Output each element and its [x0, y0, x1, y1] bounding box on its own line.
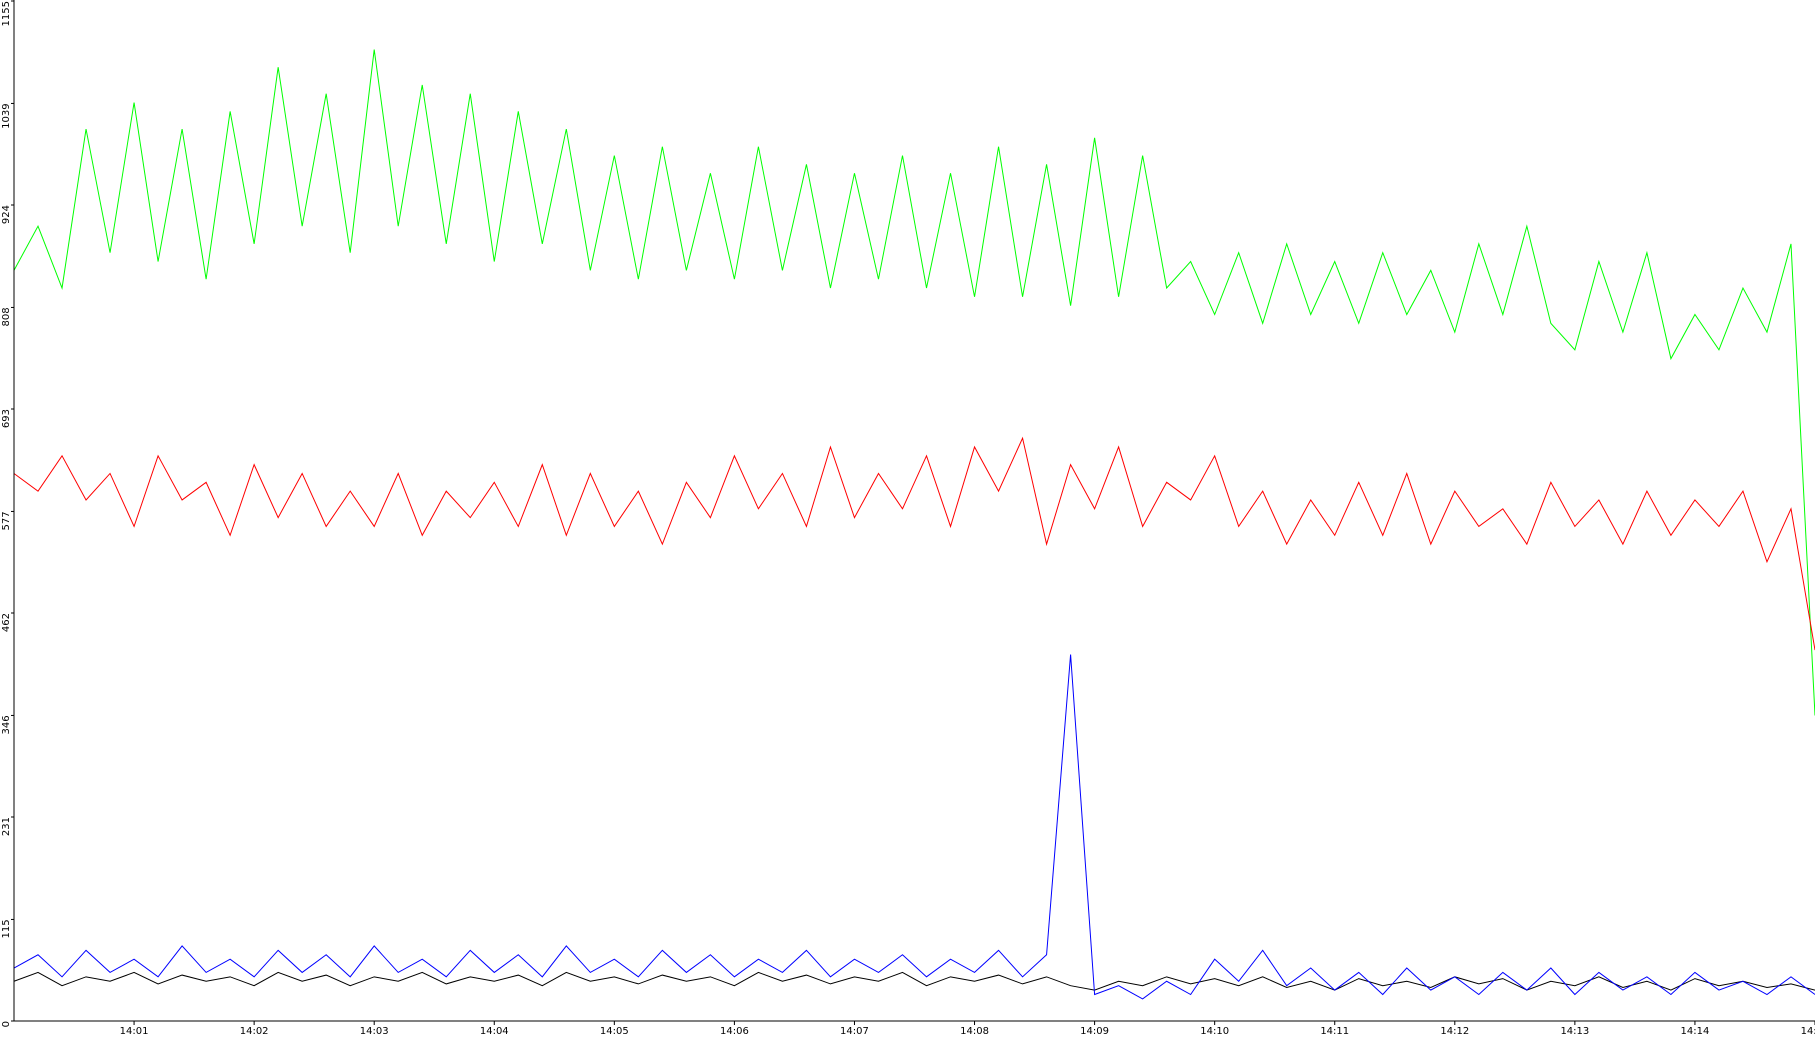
x-tick-label: 14:03: [360, 1026, 389, 1037]
y-tick-label: 0: [1, 1021, 12, 1027]
series-line: [13, 654, 1815, 1000]
x-tick-label: 14:06: [720, 1026, 749, 1037]
series-line: [13, 49, 1815, 716]
y-tick-label: 577: [1, 511, 12, 530]
x-tick-label: 14:09: [1080, 1026, 1109, 1037]
x-tick-label: 14:04: [480, 1026, 509, 1037]
x-tick-label: 14:11: [1320, 1026, 1349, 1037]
x-tick-label: 14:08: [960, 1026, 989, 1037]
x-tick-label: 14:15: [1801, 1026, 1815, 1037]
y-tick-label: 1039: [1, 103, 12, 128]
x-tick-label: 14:01: [120, 1026, 149, 1037]
y-tick-label: 693: [1, 409, 12, 428]
y-tick-label: 462: [1, 613, 12, 632]
x-tick-label: 14:05: [600, 1026, 629, 1037]
y-tick-label: 808: [1, 307, 12, 326]
x-tick-label: 14:12: [1440, 1026, 1469, 1037]
y-tick-label: 231: [1, 817, 12, 836]
y-tick-label: 1155: [1, 1, 12, 26]
y-tick-label: 115: [1, 919, 12, 938]
series-line: [13, 971, 1815, 991]
x-tick-label: 14:13: [1560, 1026, 1589, 1037]
x-tick-label: 14:07: [840, 1026, 869, 1037]
x-tick-label: 14:02: [240, 1026, 269, 1037]
x-tick-label: 14:14: [1681, 1026, 1710, 1037]
x-tick-label: 14:10: [1200, 1026, 1229, 1037]
y-tick-label: 924: [1, 205, 12, 224]
series-line: [13, 436, 1815, 651]
y-tick-label: 346: [1, 715, 12, 734]
